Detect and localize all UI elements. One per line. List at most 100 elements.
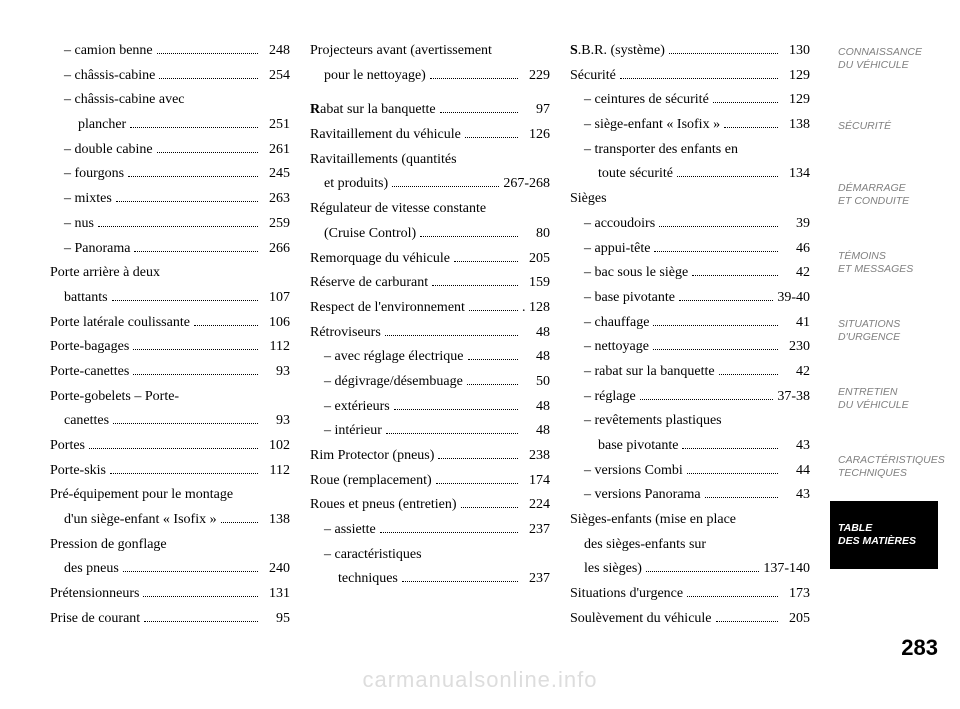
index-entry-label: – caractéristiques: [324, 544, 422, 566]
index-entry-page: 229: [522, 65, 550, 87]
index-entry: – dégivrage/désembuage50: [310, 371, 550, 393]
leader-dots: [682, 448, 778, 449]
leader-dots: [133, 374, 258, 375]
section-tab[interactable]: ENTRETIENDU VÉHICULE: [830, 365, 938, 433]
index-entry-page: 126: [522, 124, 550, 146]
tab-label-line: DU VÉHICULE: [838, 59, 937, 72]
index-entry-label: Sièges-enfants (mise en place: [570, 509, 736, 531]
leader-dots: [143, 596, 258, 597]
index-entry-page: 129: [782, 65, 810, 87]
section-tab[interactable]: TÉMOINSET MESSAGES: [830, 229, 938, 297]
leader-dots: [646, 571, 759, 572]
leader-dots: [679, 300, 773, 301]
leader-dots: [128, 176, 258, 177]
leader-dots: [705, 497, 778, 498]
leader-dots: [130, 127, 258, 128]
index-entry: – versions Combi44: [570, 460, 810, 482]
index-entry-page: 112: [262, 336, 290, 358]
leader-dots: [392, 186, 499, 187]
index-entry: – ceintures de sécurité 129: [570, 89, 810, 111]
leader-dots: [157, 53, 258, 54]
tab-label-line: SITUATIONS: [838, 318, 937, 331]
index-entry: – rabat sur la banquette42: [570, 361, 810, 383]
index-entry: (Cruise Control)80: [310, 223, 550, 245]
index-entry-label: Porte-skis: [50, 460, 106, 482]
tab-label-line: ENTRETIEN: [838, 386, 937, 399]
section-tab[interactable]: CARACTÉRISTIQUESTECHNIQUES: [830, 433, 938, 501]
index-entry-label: Ravitaillements (quantités: [310, 149, 457, 171]
index-entry-page: 205: [782, 608, 810, 630]
index-entry-label: Situations d'urgence: [570, 583, 683, 605]
leader-dots: [113, 423, 258, 424]
index-entry-label: – accoudoirs: [584, 213, 655, 235]
leader-dots: [438, 458, 518, 459]
section-tab[interactable]: CONNAISSANCEDU VÉHICULE: [830, 25, 938, 93]
index-entry: Situations d'urgence173: [570, 583, 810, 605]
index-entry: Sièges: [570, 188, 810, 210]
leader-dots: [465, 137, 518, 138]
index-entry: Roue (remplacement)174: [310, 470, 550, 492]
index-entry-page: 129: [782, 89, 810, 111]
index-entry-label: – ceintures de sécurité: [584, 89, 709, 111]
index-entry-label: base pivotante: [598, 435, 678, 457]
leader-dots: [98, 226, 258, 227]
index-entry-label: S.B.R. (système): [570, 40, 665, 62]
index-entry-label: Porte-canettes: [50, 361, 129, 383]
index-entry-page: 39: [782, 213, 810, 235]
tab-label-line: DU VÉHICULE: [838, 399, 937, 412]
index-entry: – base pivotante39-40: [570, 287, 810, 309]
index-entry-label: Rabat sur la banquette: [310, 99, 436, 121]
leader-dots: [420, 236, 518, 237]
index-entry-label: – extérieurs: [324, 396, 390, 418]
index-entry-page: 41: [782, 312, 810, 334]
index-entry-page: 237: [522, 568, 550, 590]
index-entry-label: les sièges): [584, 558, 642, 580]
index-entry-page: 112: [262, 460, 290, 482]
index-entry: pour le nettoyage)229: [310, 65, 550, 87]
index-column-3: S.B.R. (système)130Sécurité129– ceinture…: [570, 40, 810, 640]
leader-dots: [144, 621, 258, 622]
section-tab[interactable]: SITUATIONSD'URGENCE: [830, 297, 938, 365]
index-entry-page: 93: [262, 361, 290, 383]
index-entry: Projecteurs avant (avertissement: [310, 40, 550, 62]
index-column-1: – camion benne248– châssis-cabine254– ch…: [50, 40, 290, 640]
index-entry-label: – versions Combi: [584, 460, 683, 482]
index-entry: Respect de l'environnement. 128: [310, 297, 550, 319]
index-entry-label: – dégivrage/désembuage: [324, 371, 463, 393]
index-entry: Remorquage du véhicule205: [310, 248, 550, 270]
index-entry: plancher251: [50, 114, 290, 136]
index-entry-page: 237: [522, 519, 550, 541]
index-entry: Porte latérale coulissante106: [50, 312, 290, 334]
index-entry: Sièges-enfants (mise en place: [570, 509, 810, 531]
index-entry: – mixtes263: [50, 188, 290, 210]
index-entry: Porte-skis 112: [50, 460, 290, 482]
index-entry: Régulateur de vitesse constante: [310, 198, 550, 220]
index-entry-label: Sécurité: [570, 65, 616, 87]
section-tab[interactable]: SÉCURITÉ: [830, 93, 938, 161]
leader-dots: [719, 374, 778, 375]
index-entry-label: techniques: [338, 568, 398, 590]
leader-dots: [134, 251, 258, 252]
tab-label-line: SÉCURITÉ: [838, 120, 937, 133]
leader-dots: [713, 102, 778, 103]
index-entry-label: – chauffage: [584, 312, 649, 334]
index-entry-label: battants: [64, 287, 108, 309]
leader-dots: [677, 176, 778, 177]
section-tab[interactable]: DÉMARRAGEET CONDUITE: [830, 161, 938, 229]
index-entry-page: 267-268: [503, 173, 550, 195]
index-entry-page: 205: [522, 248, 550, 270]
index-entry: – double cabine261: [50, 139, 290, 161]
leader-dots: [687, 596, 778, 597]
index-entry-page: 230: [782, 336, 810, 358]
index-entry-label: Régulateur de vitesse constante: [310, 198, 486, 220]
leader-dots: [394, 409, 518, 410]
index-entry-label: – revêtements plastiques: [584, 410, 722, 432]
tab-label-line: DES MATIÈRES: [838, 535, 937, 548]
index-entry-label: – avec réglage électrique: [324, 346, 464, 368]
index-entry: S.B.R. (système)130: [570, 40, 810, 62]
index-entry-page: 102: [262, 435, 290, 457]
tab-label-line: TABLE: [838, 522, 937, 535]
index-entry: Pré-équipement pour le montage: [50, 484, 290, 506]
section-tab[interactable]: TABLEDES MATIÈRES: [830, 501, 938, 569]
index-entry-label: Rim Protector (pneus): [310, 445, 434, 467]
